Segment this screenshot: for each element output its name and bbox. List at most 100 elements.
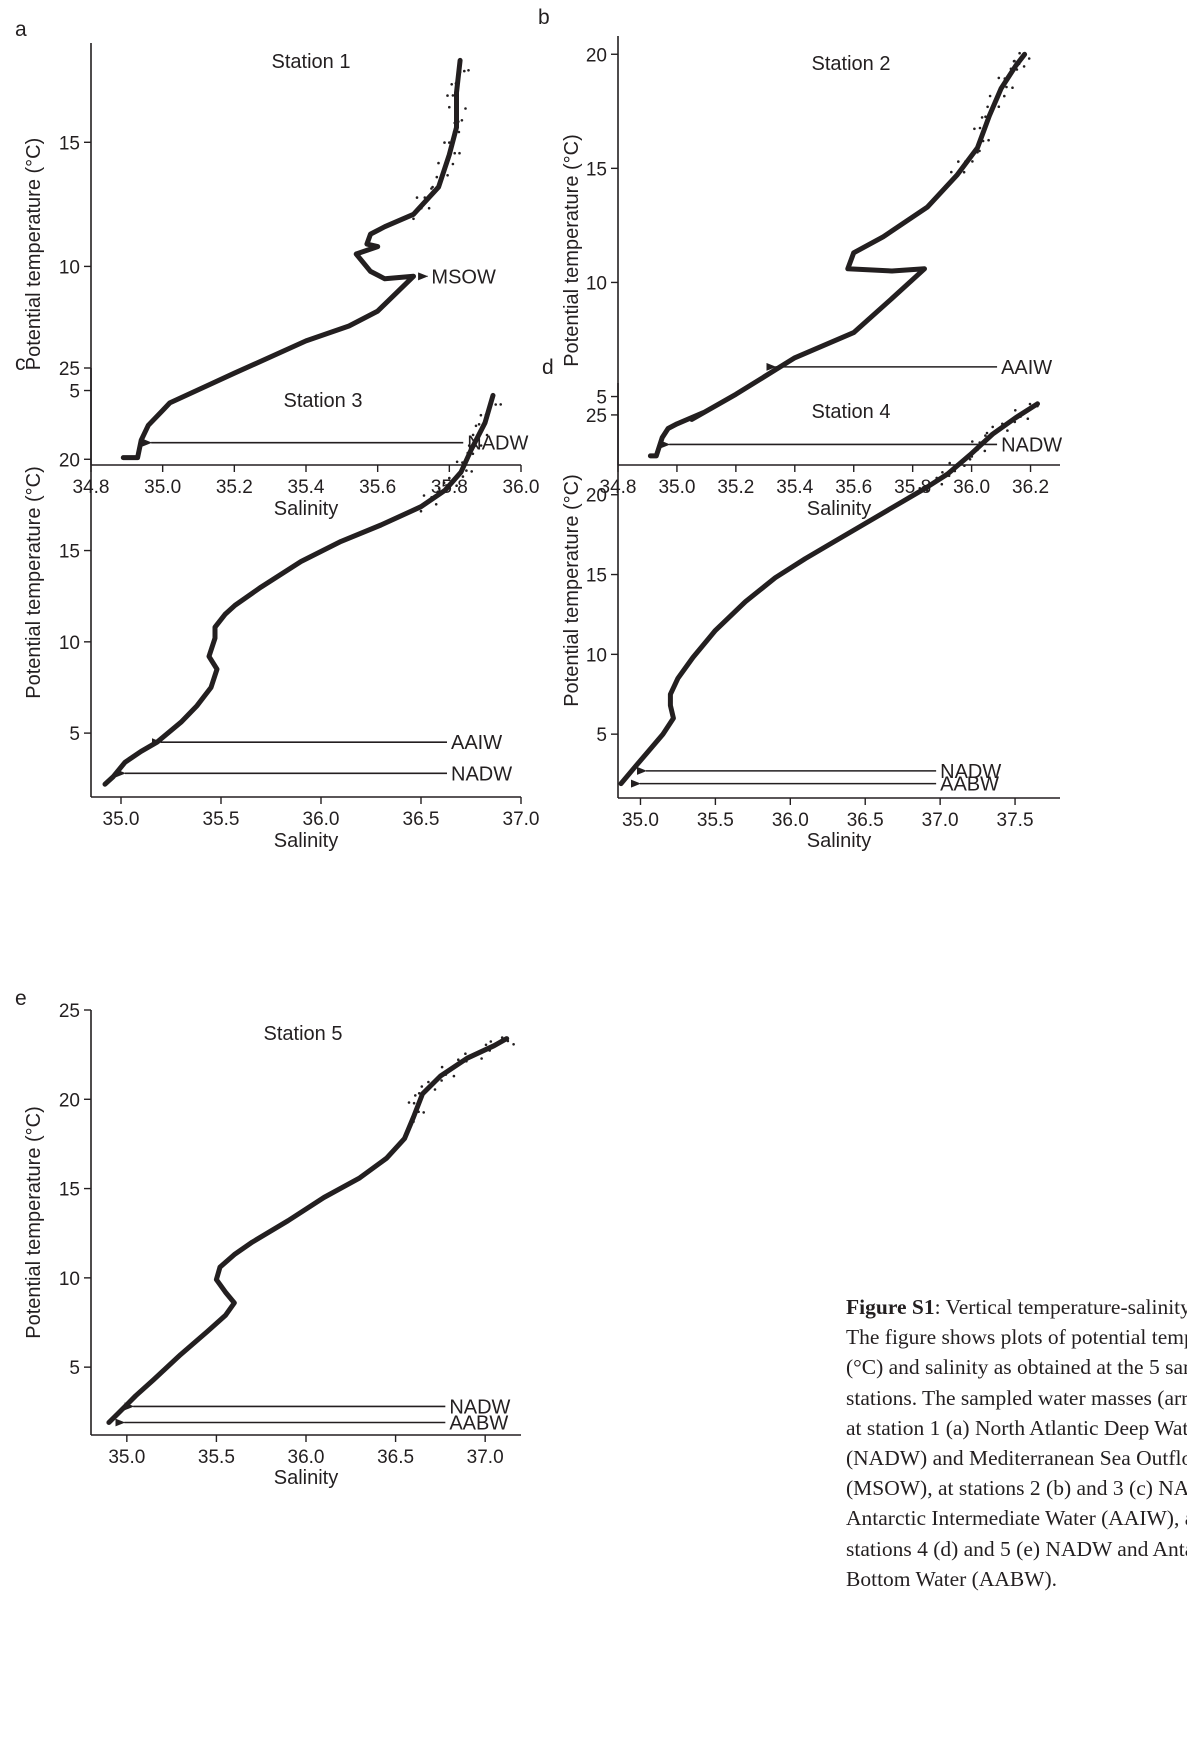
x-tick-label: 37.0	[467, 1447, 504, 1468]
x-tick-label: 36.5	[847, 810, 884, 831]
caption-line-6: (NADW) and Mediterranean Sea Outflow Wat…	[846, 1446, 1187, 1471]
scatter-point	[435, 175, 439, 179]
scatter-point	[963, 464, 966, 468]
scatter-point	[964, 160, 967, 163]
scatter-point	[419, 509, 423, 513]
scatter-point	[422, 1111, 426, 1114]
scatter-point	[464, 1052, 467, 1055]
y-tick-label: 15	[59, 133, 80, 154]
x-tick-label: 35.0	[622, 810, 659, 831]
scatter-point	[437, 487, 441, 490]
x-axis-label: Salinity	[274, 498, 338, 520]
x-tick-label: 36.5	[377, 1447, 414, 1468]
x-tick-label: 36.5	[403, 809, 440, 830]
caption-line-7: (MSOW), at stations 2 (b) and 3 (c) NADW…	[846, 1476, 1187, 1501]
scatter-point	[991, 105, 995, 108]
y-tick-label: 20	[586, 45, 607, 66]
scatter-point	[452, 1074, 456, 1078]
scatter-point	[461, 461, 464, 464]
annotation-label: NADW	[449, 1396, 510, 1418]
scatter-point	[427, 206, 431, 210]
x-tick-label: 35.6	[835, 477, 872, 498]
figure-caption: Figure S1: Vertical temperature-salinity…	[846, 1292, 1187, 1732]
scatter-point	[978, 149, 981, 153]
x-tick-label: 35.6	[359, 477, 396, 498]
scatter-point	[427, 501, 430, 504]
annotation-label: NADW	[1001, 434, 1062, 456]
scatter-point	[998, 427, 1002, 431]
scatter-point	[483, 1047, 487, 1050]
chart-panel-c: c 35.0 35.5 36.0 36.5 37.0 5 10 15 20 25 Salinity Po…	[15, 352, 539, 852]
scatter-point	[1017, 62, 1021, 66]
ts-profile-line	[106, 1036, 510, 1425]
scatter-point	[457, 1058, 460, 1061]
x-axis-label: Salinity	[274, 1467, 338, 1489]
scatter-point	[506, 1039, 510, 1043]
y-tick-label: 25	[59, 1001, 80, 1022]
y-tick-label: 5	[69, 1358, 80, 1379]
scatter-point	[1006, 429, 1009, 432]
x-tick-label: 36.0	[503, 477, 540, 498]
y-axis-label: Potential temperature (°C)	[23, 138, 45, 371]
scatter-point	[471, 433, 475, 437]
x-axis-label: Salinity	[807, 830, 871, 852]
scatter-point	[988, 94, 992, 98]
scatter-point	[991, 425, 994, 429]
panel-letter: a	[15, 18, 27, 41]
scatter-point	[461, 475, 465, 478]
scatter-point	[473, 444, 477, 447]
scatter-point	[987, 138, 990, 142]
x-tick-label: 35.0	[144, 477, 181, 498]
scatter-point	[440, 1079, 443, 1082]
scatter-point	[412, 217, 415, 221]
scatter-point	[1021, 411, 1024, 414]
scatter-point	[1028, 402, 1032, 406]
x-tick-label: 37.0	[503, 809, 540, 830]
y-tick-label: 15	[586, 159, 607, 180]
y-tick-label: 20	[586, 486, 607, 507]
scatter-point	[488, 1049, 492, 1052]
scatter-point	[450, 83, 454, 86]
scatter-point	[467, 69, 470, 72]
scatter-point	[415, 196, 419, 199]
scatter-point	[968, 458, 972, 461]
y-tick-label: 10	[586, 645, 607, 666]
scatter-point	[950, 170, 953, 174]
scatter-point	[1015, 68, 1019, 71]
scatter-point	[935, 476, 938, 480]
y-tick-label: 5	[69, 724, 80, 745]
scatter-point	[470, 470, 474, 473]
scatter-point	[420, 1085, 424, 1088]
scatter-point	[423, 196, 427, 199]
scatter-point	[976, 448, 979, 452]
scatter-point	[465, 469, 468, 472]
scatter-point	[452, 130, 456, 134]
scatter-point	[948, 461, 951, 465]
scatter-point	[484, 413, 488, 417]
scatter-point	[477, 423, 481, 426]
chart-panel-a: a34.8 35.0 35.2 35.4 35.6 35.8 36.051015Salini…	[15, 18, 539, 520]
y-tick-label: 15	[59, 1180, 80, 1201]
scatter-point	[981, 139, 985, 143]
scatter-point	[1013, 420, 1017, 424]
caption-line-1: Figure S1: Vertical temperature-salinity…	[846, 1292, 1187, 1322]
y-tick-label: 5	[69, 382, 80, 403]
scatter-point	[955, 463, 959, 466]
scatter-point	[986, 105, 989, 109]
scatter-point	[463, 69, 466, 73]
scatter-point	[453, 121, 457, 125]
scatter-point	[500, 1036, 504, 1039]
y-tick-label: 10	[586, 273, 607, 294]
ts-profile-line	[102, 392, 496, 787]
scatter-point	[957, 160, 960, 163]
scatter-point	[442, 481, 446, 485]
caption-label: Figure S1	[846, 1295, 935, 1319]
scatter-point	[454, 82, 458, 85]
y-tick-label: 5	[596, 388, 607, 409]
scatter-point	[499, 403, 503, 406]
scatter-point	[451, 94, 455, 97]
caption-line-8: Antarctic Intermediate Water (AAIW), and…	[846, 1506, 1187, 1531]
y-tick-label: 10	[59, 633, 80, 654]
scatter-point	[1026, 417, 1030, 421]
scatter-point	[984, 434, 987, 437]
